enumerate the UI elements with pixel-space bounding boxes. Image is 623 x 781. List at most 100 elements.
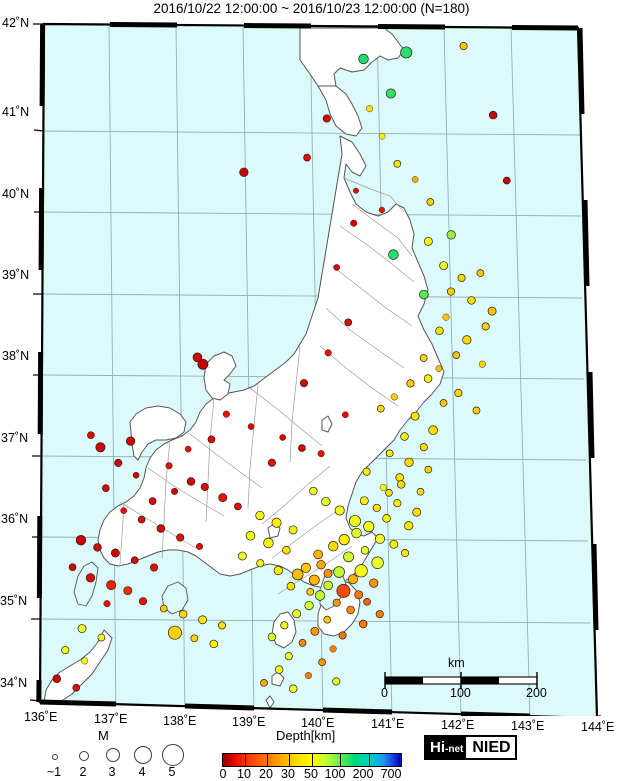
earthquake-marker[interactable]: [359, 620, 367, 628]
earthquake-marker[interactable]: [427, 198, 434, 205]
earthquake-marker[interactable]: [391, 394, 398, 401]
earthquake-marker[interactable]: [234, 503, 241, 510]
earthquake-marker[interactable]: [386, 450, 393, 457]
earthquake-marker[interactable]: [280, 434, 286, 440]
earthquake-marker[interactable]: [375, 534, 384, 543]
earthquake-marker[interactable]: [503, 177, 510, 184]
earthquake-marker[interactable]: [185, 446, 191, 452]
earthquake-marker[interactable]: [133, 472, 139, 478]
earthquake-marker[interactable]: [138, 516, 145, 523]
earthquake-marker[interactable]: [157, 525, 165, 533]
earthquake-marker[interactable]: [124, 587, 132, 595]
earthquake-marker[interactable]: [376, 610, 383, 617]
earthquake-marker[interactable]: [322, 497, 331, 506]
earthquake-marker[interactable]: [281, 622, 288, 629]
earthquake-marker[interactable]: [131, 557, 138, 564]
earthquake-marker[interactable]: [420, 444, 427, 451]
earthquake-marker[interactable]: [488, 307, 496, 315]
earthquake-marker[interactable]: [396, 474, 404, 482]
earthquake-marker[interactable]: [369, 579, 378, 588]
earthquake-marker[interactable]: [404, 521, 413, 530]
earthquake-marker[interactable]: [305, 601, 314, 610]
earthquake-marker[interactable]: [429, 426, 438, 435]
earthquake-marker[interactable]: [482, 323, 489, 330]
earthquake-marker[interactable]: [458, 274, 465, 281]
earthquake-marker[interactable]: [193, 353, 202, 362]
earthquake-marker[interactable]: [309, 487, 317, 495]
earthquake-marker[interactable]: [86, 574, 95, 583]
earthquake-marker[interactable]: [107, 580, 116, 589]
earthquake-marker[interactable]: [261, 679, 268, 686]
earthquake-marker[interactable]: [317, 560, 326, 569]
earthquake-marker[interactable]: [315, 591, 325, 601]
earthquake-marker[interactable]: [394, 160, 401, 167]
depth-colorbar[interactable]: [222, 753, 402, 767]
earthquake-marker[interactable]: [102, 485, 109, 492]
earthquake-marker[interactable]: [425, 466, 432, 473]
earthquake-marker[interactable]: [401, 47, 412, 58]
earthquake-marker[interactable]: [240, 168, 249, 177]
earthquake-marker[interactable]: [210, 640, 218, 648]
earthquake-marker[interactable]: [139, 598, 146, 605]
earthquake-marker[interactable]: [248, 423, 254, 429]
earthquake-marker[interactable]: [96, 443, 105, 452]
earthquake-marker[interactable]: [407, 380, 414, 387]
earthquake-marker[interactable]: [453, 352, 460, 359]
earthquake-marker[interactable]: [436, 327, 444, 335]
earthquake-marker[interactable]: [460, 42, 467, 49]
earthquake-marker[interactable]: [168, 626, 181, 639]
earthquake-marker[interactable]: [353, 188, 358, 193]
earthquake-marker[interactable]: [345, 319, 352, 326]
earthquake-marker[interactable]: [78, 624, 86, 632]
earthquake-marker[interactable]: [166, 462, 173, 469]
earthquake-marker[interactable]: [289, 685, 297, 693]
earthquake-marker[interactable]: [274, 566, 283, 575]
earthquake-marker[interactable]: [62, 646, 69, 653]
earthquake-marker[interactable]: [364, 598, 371, 605]
earthquake-marker[interactable]: [479, 361, 486, 368]
earthquake-marker[interactable]: [328, 541, 338, 551]
earthquake-marker[interactable]: [373, 504, 380, 511]
earthquake-marker[interactable]: [473, 407, 480, 414]
earthquake-marker[interactable]: [283, 546, 291, 554]
earthquake-marker[interactable]: [366, 105, 373, 112]
earthquake-marker[interactable]: [359, 54, 369, 64]
earthquake-marker[interactable]: [424, 237, 432, 245]
earthquake-marker[interactable]: [289, 526, 297, 534]
earthquake-marker[interactable]: [53, 675, 61, 683]
earthquake-marker[interactable]: [325, 350, 332, 357]
earthquake-marker[interactable]: [292, 569, 303, 580]
earthquake-marker[interactable]: [424, 375, 432, 383]
earthquake-marker[interactable]: [324, 569, 332, 577]
earthquake-marker[interactable]: [94, 544, 102, 552]
earthquake-marker[interactable]: [177, 534, 184, 541]
earthquake-marker[interactable]: [337, 584, 350, 597]
earthquake-marker[interactable]: [469, 16, 476, 20]
earthquake-marker[interactable]: [447, 231, 456, 240]
earthquake-marker[interactable]: [121, 508, 127, 514]
earthquake-marker[interactable]: [377, 405, 384, 412]
earthquake-marker[interactable]: [440, 262, 448, 270]
earthquake-marker[interactable]: [111, 549, 119, 557]
earthquake-marker[interactable]: [348, 575, 357, 584]
earthquake-marker[interactable]: [364, 521, 374, 531]
earthquake-marker[interactable]: [394, 500, 401, 507]
earthquake-marker[interactable]: [256, 511, 265, 520]
earthquake-marker[interactable]: [311, 627, 319, 635]
earthquake-marker[interactable]: [191, 635, 198, 642]
earthquake-marker[interactable]: [223, 411, 230, 418]
earthquake-marker[interactable]: [334, 264, 340, 270]
earthquake-marker[interactable]: [98, 634, 105, 641]
earthquake-marker[interactable]: [309, 575, 319, 585]
earthquake-marker[interactable]: [389, 250, 399, 260]
earthquake-marker[interactable]: [379, 133, 385, 139]
earthquake-marker[interactable]: [372, 557, 384, 569]
earthquake-marker[interactable]: [208, 436, 215, 443]
earthquake-marker[interactable]: [272, 518, 281, 527]
earthquake-marker[interactable]: [171, 488, 178, 495]
earthquake-marker[interactable]: [386, 89, 395, 98]
earthquake-marker[interactable]: [323, 115, 330, 122]
earthquake-marker[interactable]: [87, 432, 94, 439]
earthquake-marker[interactable]: [361, 547, 369, 555]
earthquake-marker[interactable]: [238, 552, 246, 560]
